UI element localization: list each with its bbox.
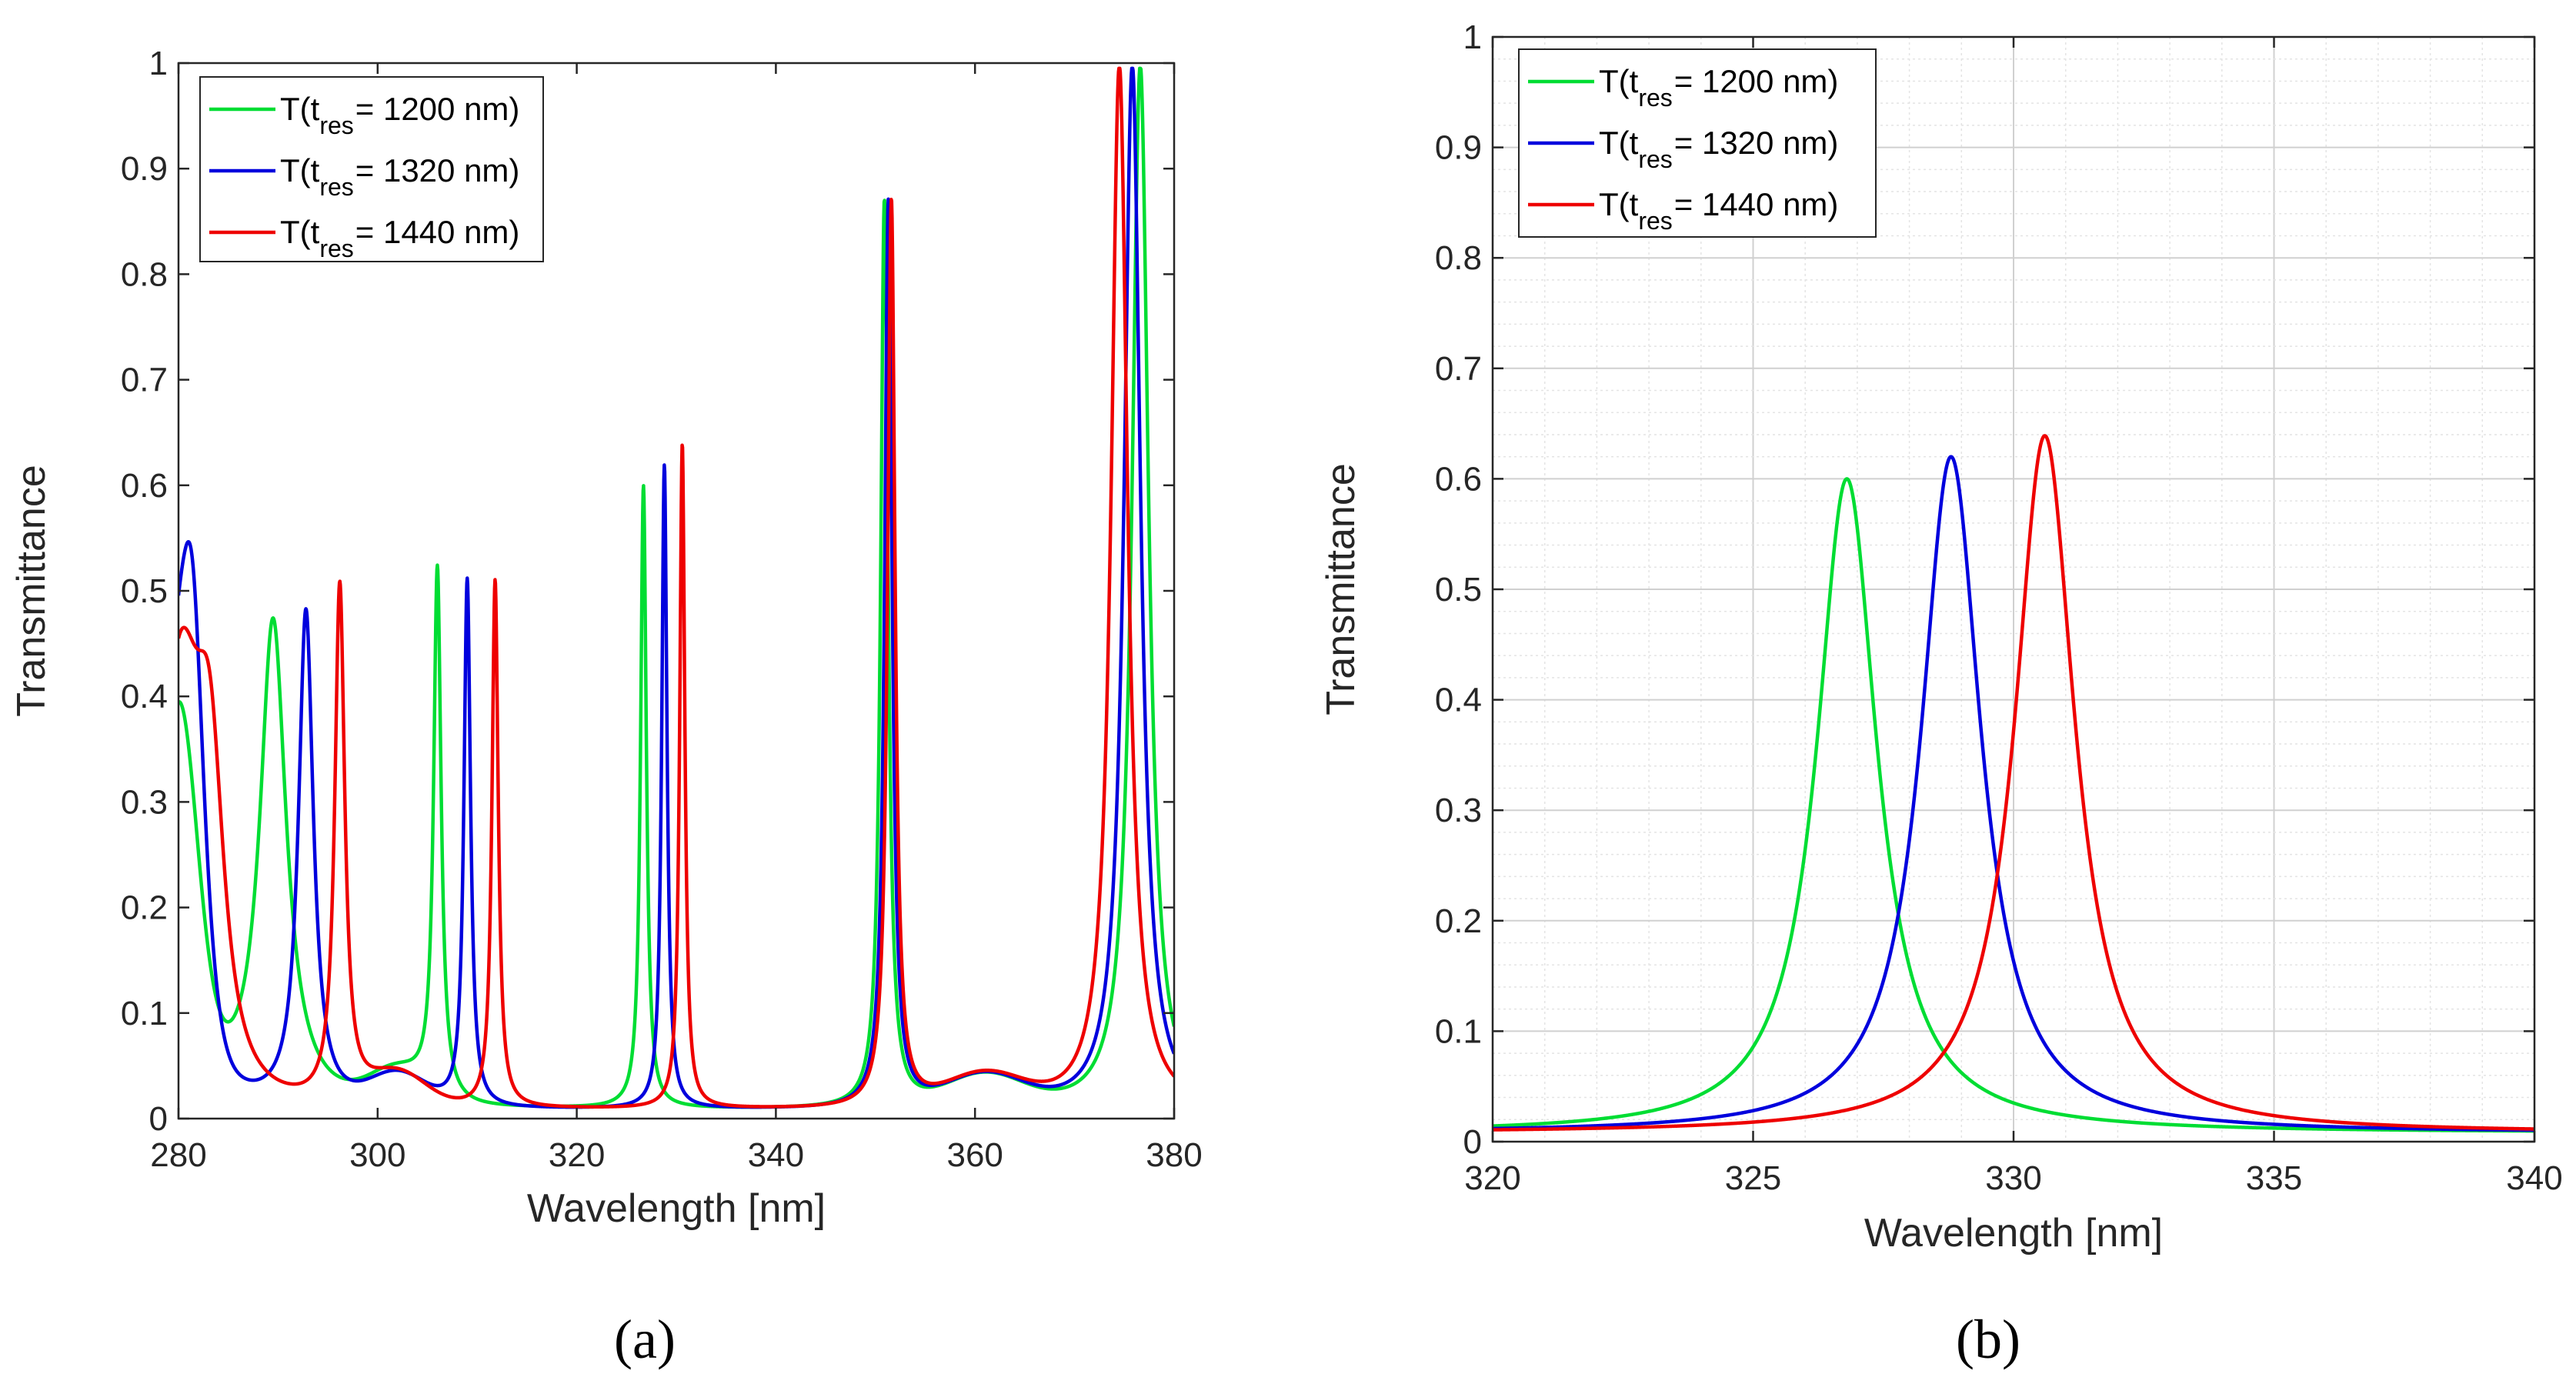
chart-b-x-tick-label: 335 bbox=[2246, 1159, 2302, 1197]
chart-b-legend-entry-1: T(tres= 1200 nm) bbox=[1599, 63, 1838, 112]
chart-b-y-tick-label: 0.5 bbox=[1435, 571, 1482, 609]
chart-a-y-tick-label: 0.4 bbox=[121, 678, 168, 715]
chart-b-x-axis-label: Wavelength [nm] bbox=[1864, 1211, 2163, 1256]
legend-text-prefix: T(t bbox=[1599, 125, 1639, 161]
legend-text-prefix: T(t bbox=[1599, 63, 1639, 99]
legend-text-prefix: T(t bbox=[280, 91, 320, 127]
chart-b-y-tick-label: 0.6 bbox=[1435, 460, 1482, 498]
legend-text-suffix: = 1200 nm) bbox=[355, 91, 520, 127]
legend-text-suffix: = 1200 nm) bbox=[1674, 63, 1839, 99]
legend-text-subscript: res bbox=[1638, 145, 1672, 173]
legend-text-suffix: = 1440 nm) bbox=[355, 214, 520, 250]
legend-text-subscript: res bbox=[1638, 207, 1672, 235]
chart-b-x-tick-label: 340 bbox=[2506, 1159, 2562, 1197]
chart-b-y-tick-label: 0.2 bbox=[1435, 902, 1482, 940]
chart-b: 320 325 330 335 340 0 0.1 0.2 0.3 0.4 0.5 0.6 0.7 0.8… bbox=[1319, 18, 2563, 1370]
chart-a-series bbox=[179, 66, 1174, 1109]
chart-a-y-tick-label: 0.1 bbox=[121, 995, 168, 1032]
chart-b-y-tick-label: 0 bbox=[1463, 1123, 1482, 1161]
chart-b-y-axis-label: Transmittance bbox=[1319, 463, 1363, 715]
chart-b-y-tick-label: 0.9 bbox=[1435, 129, 1482, 167]
chart-b-y-tick-label: 0.1 bbox=[1435, 1012, 1482, 1050]
chart-a-y-tick-label: 1 bbox=[149, 45, 168, 82]
chart-b-legend-entry-3: T(tres= 1440 nm) bbox=[1599, 186, 1838, 235]
chart-a-x-tick-label: 280 bbox=[150, 1136, 206, 1174]
chart-a-x-tick-label: 380 bbox=[1146, 1136, 1202, 1174]
chart-a-series-line-3 bbox=[179, 66, 1174, 1109]
chart-b-y-tick-label: 0.8 bbox=[1435, 239, 1482, 277]
chart-b-legend-entry-2: T(tres= 1320 nm) bbox=[1599, 125, 1838, 173]
chart-a-y-tick-label: 0.3 bbox=[121, 783, 168, 821]
chart-b-y-tick-label: 0.7 bbox=[1435, 350, 1482, 388]
chart-a-legend-entry-2: T(tres= 1320 nm) bbox=[280, 152, 519, 201]
chart-b-panel-label: (b) bbox=[1956, 1309, 2020, 1370]
legend-text-subscript: res bbox=[1638, 84, 1672, 112]
legend-text-suffix: = 1320 nm) bbox=[1674, 125, 1839, 161]
chart-a-ticks: 280 300 320 340 360 380 0 0.1 0.2 0.3 0.4 0.5 0.6 0.7… bbox=[121, 45, 1203, 1174]
chart-a-y-tick-label: 0.5 bbox=[121, 572, 168, 610]
chart-b-x-tick-label: 330 bbox=[1985, 1159, 2041, 1197]
chart-a-legend-entry-3: T(tres= 1440 nm) bbox=[280, 214, 519, 262]
chart-a-x-tick-label: 340 bbox=[748, 1136, 804, 1174]
chart-b-series-line-2 bbox=[1493, 455, 2534, 1132]
chart-a-x-tick-label: 320 bbox=[549, 1136, 605, 1174]
chart-b-series-line-3 bbox=[1493, 434, 2534, 1132]
chart-a-y-tick-label: 0.9 bbox=[121, 150, 168, 188]
chart-b-series bbox=[1493, 434, 2534, 1133]
chart-b-x-tick-label: 320 bbox=[1464, 1159, 1520, 1197]
legend-text-prefix: T(t bbox=[1599, 186, 1639, 222]
legend-text-subscript: res bbox=[319, 112, 353, 139]
legend-text-prefix: T(t bbox=[280, 152, 320, 188]
chart-a-legend: T(tres= 1200 nm)T(tres= 1320 nm)T(tres= … bbox=[199, 76, 544, 262]
legend-text-subscript: res bbox=[319, 235, 353, 262]
chart-a-legend-entry-1: T(tres= 1200 nm) bbox=[280, 91, 519, 139]
chart-b-y-tick-label: 0.3 bbox=[1435, 792, 1482, 829]
chart-b-legend: T(tres= 1200 nm)T(tres= 1320 nm)T(tres= … bbox=[1518, 48, 1877, 238]
chart-a-y-tick-label: 0.7 bbox=[121, 362, 168, 399]
chart-a-x-axis-label: Wavelength [nm] bbox=[527, 1186, 826, 1231]
legend-text-prefix: T(t bbox=[280, 214, 320, 250]
chart-a: 280 300 320 340 360 380 0 0.1 0.2 0.3 0.4 0.5 0.6 0.7… bbox=[9, 45, 1203, 1370]
chart-b-series-line-1 bbox=[1493, 477, 2534, 1133]
legend-text-suffix: = 1440 nm) bbox=[1674, 186, 1839, 222]
chart-a-y-tick-label: 0.2 bbox=[121, 889, 168, 927]
chart-a-x-tick-label: 300 bbox=[349, 1136, 405, 1174]
chart-b-y-tick-label: 1 bbox=[1463, 18, 1482, 56]
chart-b-y-tick-label: 0.4 bbox=[1435, 682, 1482, 719]
chart-a-x-tick-label: 360 bbox=[946, 1136, 1003, 1174]
chart-a-y-tick-label: 0.6 bbox=[121, 467, 168, 505]
chart-a-y-axis-label: Transmittance bbox=[9, 465, 54, 717]
chart-a-y-tick-label: 0 bbox=[149, 1100, 168, 1138]
chart-b-ticks: 320 325 330 335 340 0 0.1 0.2 0.3 0.4 0.5 0.6 0.7 0.8… bbox=[1435, 18, 2563, 1197]
chart-a-y-tick-label: 0.8 bbox=[121, 255, 168, 293]
chart-a-panel-label: (a) bbox=[614, 1309, 676, 1370]
chart-b-x-tick-label: 325 bbox=[1725, 1159, 1781, 1197]
legend-text-suffix: = 1320 nm) bbox=[355, 152, 520, 188]
legend-text-subscript: res bbox=[319, 173, 353, 201]
